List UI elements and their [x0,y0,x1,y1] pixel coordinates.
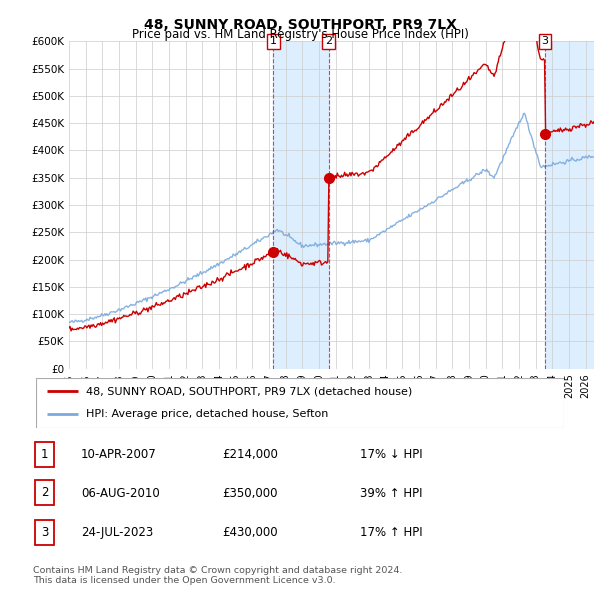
Text: Price paid vs. HM Land Registry's House Price Index (HPI): Price paid vs. HM Land Registry's House … [131,28,469,41]
Text: 10-APR-2007: 10-APR-2007 [81,448,157,461]
Text: £350,000: £350,000 [222,487,277,500]
Text: £214,000: £214,000 [222,448,278,461]
Text: 2: 2 [41,486,48,499]
Text: 06-AUG-2010: 06-AUG-2010 [81,487,160,500]
FancyBboxPatch shape [35,480,54,505]
Text: 3: 3 [541,37,548,46]
Text: 2: 2 [325,37,332,46]
Text: 48, SUNNY ROAD, SOUTHPORT, PR9 7LX: 48, SUNNY ROAD, SOUTHPORT, PR9 7LX [143,18,457,32]
Text: 39% ↑ HPI: 39% ↑ HPI [360,487,422,500]
Text: Contains HM Land Registry data © Crown copyright and database right 2024.
This d: Contains HM Land Registry data © Crown c… [33,566,403,585]
Text: 17% ↑ HPI: 17% ↑ HPI [360,526,422,539]
Text: 48, SUNNY ROAD, SOUTHPORT, PR9 7LX (detached house): 48, SUNNY ROAD, SOUTHPORT, PR9 7LX (deta… [86,386,412,396]
Bar [274,41,329,369]
Text: 24-JUL-2023: 24-JUL-2023 [81,526,153,539]
Text: 1: 1 [41,448,48,461]
Text: 17% ↓ HPI: 17% ↓ HPI [360,448,422,461]
FancyBboxPatch shape [36,378,564,428]
Bar [545,41,594,369]
Text: HPI: Average price, detached house, Sefton: HPI: Average price, detached house, Seft… [86,409,329,419]
FancyBboxPatch shape [35,520,54,545]
FancyBboxPatch shape [35,442,54,467]
Text: 3: 3 [41,526,48,539]
Text: 1: 1 [270,37,277,46]
Text: £430,000: £430,000 [222,526,278,539]
